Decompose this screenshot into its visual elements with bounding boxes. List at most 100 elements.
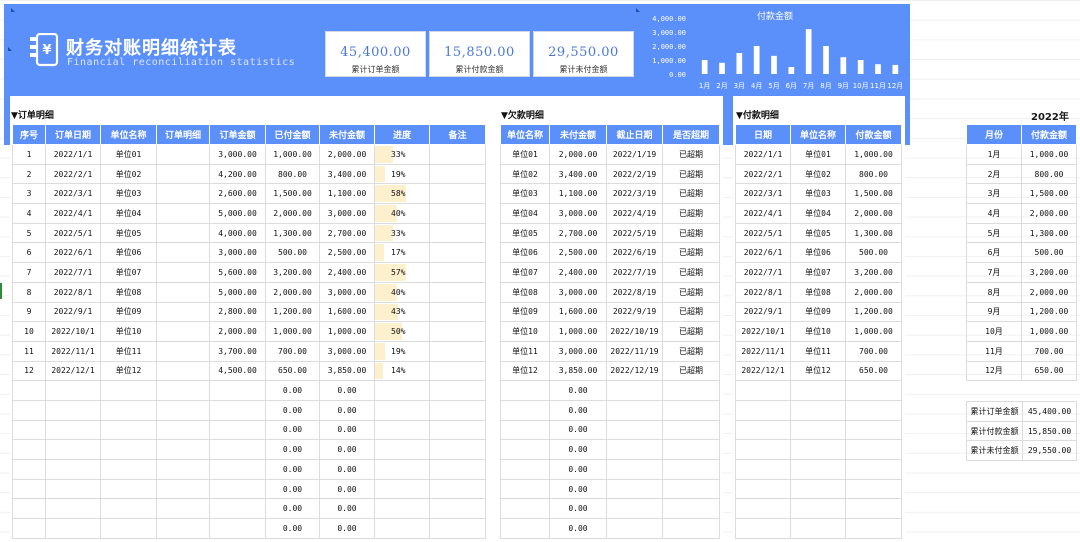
table-cell[interactable] bbox=[429, 459, 486, 480]
table-cell[interactable]: 12 bbox=[12, 360, 46, 382]
table-cell[interactable] bbox=[429, 242, 486, 264]
table-cell[interactable]: 700.00 bbox=[1021, 340, 1077, 362]
table-cell[interactable]: 2022/6/1 bbox=[45, 242, 101, 264]
table-cell[interactable]: 3,700.00 bbox=[209, 340, 266, 362]
table-cell[interactable]: 单位06 bbox=[100, 242, 157, 264]
table-cell[interactable] bbox=[662, 478, 720, 500]
table-cell[interactable]: 单位03 bbox=[790, 183, 846, 205]
table-cell[interactable] bbox=[790, 439, 846, 460]
table-cell[interactable] bbox=[790, 419, 846, 441]
table-cell[interactable]: 单位07 bbox=[100, 262, 157, 283]
table-cell[interactable] bbox=[156, 301, 210, 323]
table-cell[interactable]: 6月 bbox=[966, 242, 1022, 264]
table-cell[interactable]: 单位08 bbox=[500, 281, 550, 303]
table-cell[interactable] bbox=[790, 380, 846, 401]
table-cell[interactable]: 已超期 bbox=[662, 321, 720, 342]
table-cell[interactable] bbox=[156, 203, 210, 224]
table-cell[interactable] bbox=[209, 478, 266, 500]
table-cell[interactable]: 单位12 bbox=[790, 360, 846, 382]
table-cell[interactable]: 2022/6/19 bbox=[606, 242, 663, 264]
table-cell[interactable] bbox=[662, 498, 720, 520]
column-header[interactable]: 未付金额 bbox=[549, 124, 607, 145]
table-cell[interactable] bbox=[735, 380, 791, 401]
table-cell[interactable] bbox=[156, 478, 210, 500]
table-cell[interactable]: 6 bbox=[12, 242, 46, 264]
table-cell[interactable]: 2,000.00 bbox=[1021, 203, 1077, 224]
table-cell[interactable] bbox=[606, 419, 663, 441]
table-cell[interactable] bbox=[156, 242, 210, 264]
table-cell[interactable]: 2022/3/1 bbox=[45, 183, 101, 205]
table-cell[interactable]: 0.00 bbox=[319, 380, 375, 401]
table-cell[interactable] bbox=[429, 380, 486, 401]
table-cell[interactable]: 8月 bbox=[966, 281, 1022, 303]
column-header[interactable]: 备注 bbox=[429, 124, 486, 145]
table-cell[interactable]: 2,000.00 bbox=[319, 144, 375, 165]
table-cell[interactable] bbox=[735, 518, 791, 539]
table-cell[interactable]: 2,700.00 bbox=[549, 222, 607, 244]
table-cell[interactable] bbox=[45, 459, 101, 480]
table-cell[interactable] bbox=[790, 478, 846, 500]
table-cell[interactable] bbox=[500, 459, 550, 480]
table-cell[interactable] bbox=[156, 163, 210, 185]
table-cell[interactable] bbox=[45, 518, 101, 539]
table-cell[interactable]: 2022/9/1 bbox=[735, 301, 791, 323]
table-cell[interactable] bbox=[100, 439, 157, 460]
progress-cell[interactable]: 17% bbox=[374, 242, 430, 264]
table-cell[interactable] bbox=[735, 498, 791, 520]
table-cell[interactable]: 4,500.00 bbox=[209, 360, 266, 382]
table-cell[interactable]: 7月 bbox=[966, 262, 1022, 283]
table-cell[interactable]: 2022/5/19 bbox=[606, 222, 663, 244]
table-cell[interactable] bbox=[209, 380, 266, 401]
table-cell[interactable] bbox=[429, 222, 486, 244]
table-cell[interactable] bbox=[156, 262, 210, 283]
table-cell[interactable]: 2022/2/19 bbox=[606, 163, 663, 185]
table-cell[interactable] bbox=[500, 399, 550, 421]
table-cell[interactable] bbox=[156, 222, 210, 244]
table-cell[interactable]: 2022/7/1 bbox=[735, 262, 791, 283]
table-cell[interactable]: 单位11 bbox=[500, 340, 550, 362]
table-cell[interactable]: 11月 bbox=[966, 340, 1022, 362]
table-cell[interactable]: 单位09 bbox=[100, 301, 157, 323]
table-cell[interactable] bbox=[156, 459, 210, 480]
table-cell[interactable]: 2022/5/1 bbox=[735, 222, 791, 244]
table-cell[interactable]: 9月 bbox=[966, 301, 1022, 323]
table-cell[interactable] bbox=[429, 183, 486, 205]
progress-cell[interactable]: 19% bbox=[374, 163, 430, 185]
table-cell[interactable]: 8 bbox=[12, 281, 46, 303]
table-cell[interactable]: 3,000.00 bbox=[209, 242, 266, 264]
table-cell[interactable] bbox=[156, 498, 210, 520]
table-cell[interactable]: 累计未付金额 bbox=[966, 440, 1023, 462]
table-cell[interactable]: 1,300.00 bbox=[845, 222, 902, 244]
table-cell[interactable] bbox=[156, 419, 210, 441]
table-cell[interactable] bbox=[735, 439, 791, 460]
table-cell[interactable] bbox=[790, 399, 846, 421]
table-cell[interactable]: 2022/2/1 bbox=[45, 163, 101, 185]
table-cell[interactable]: 单位02 bbox=[790, 163, 846, 185]
table-cell[interactable] bbox=[156, 399, 210, 421]
table-cell[interactable] bbox=[606, 439, 663, 460]
table-cell[interactable]: 2,500.00 bbox=[549, 242, 607, 264]
table-cell[interactable]: 单位10 bbox=[500, 321, 550, 342]
table-cell[interactable]: 已超期 bbox=[662, 262, 720, 283]
table-cell[interactable]: 3,200.00 bbox=[265, 262, 320, 283]
table-cell[interactable]: 800.00 bbox=[265, 163, 320, 185]
column-header[interactable]: 单位名称 bbox=[790, 124, 846, 145]
table-cell[interactable] bbox=[12, 439, 46, 460]
table-cell[interactable] bbox=[100, 498, 157, 520]
table-cell[interactable] bbox=[429, 498, 486, 520]
table-cell[interactable] bbox=[735, 459, 791, 480]
table-cell[interactable] bbox=[500, 380, 550, 401]
table-cell[interactable] bbox=[662, 399, 720, 421]
table-cell[interactable] bbox=[209, 518, 266, 539]
table-cell[interactable] bbox=[100, 518, 157, 539]
progress-cell[interactable]: 58% bbox=[374, 183, 430, 205]
table-cell[interactable]: 1,000.00 bbox=[1021, 144, 1077, 165]
table-cell[interactable]: 800.00 bbox=[845, 163, 902, 185]
table-cell[interactable]: 已超期 bbox=[662, 281, 720, 303]
table-cell[interactable]: 2,400.00 bbox=[549, 262, 607, 283]
table-cell[interactable]: 单位10 bbox=[100, 321, 157, 342]
table-cell[interactable]: 单位11 bbox=[790, 340, 846, 362]
table-cell[interactable]: 12月 bbox=[966, 360, 1022, 382]
column-header[interactable]: 序号 bbox=[12, 124, 46, 145]
progress-cell[interactable]: 33% bbox=[374, 144, 430, 165]
